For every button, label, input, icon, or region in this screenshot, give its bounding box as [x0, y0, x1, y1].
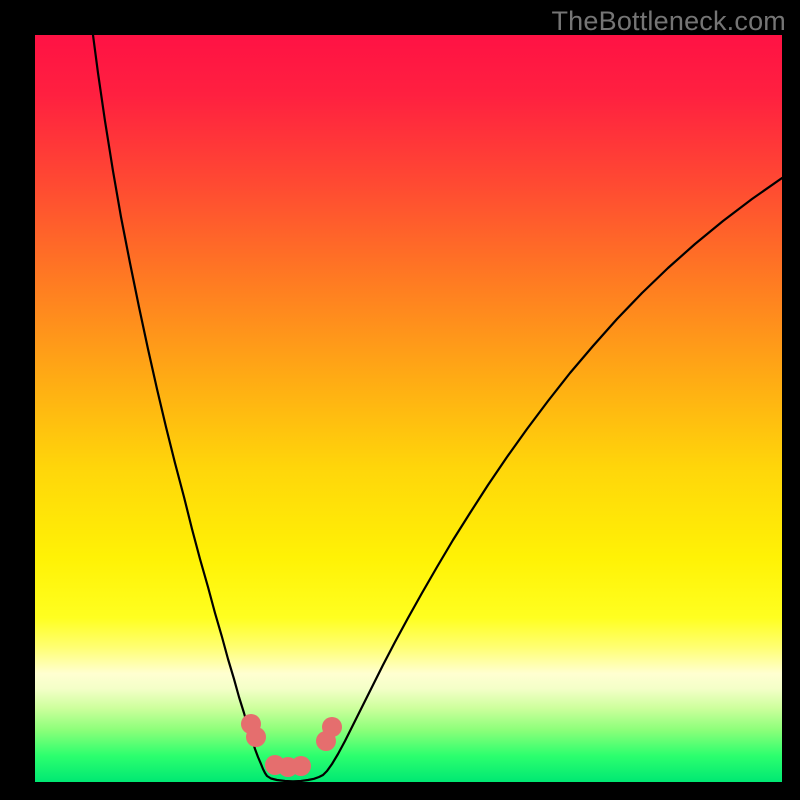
watermark-text: TheBottleneck.com: [551, 6, 786, 37]
marker-layer: [35, 35, 782, 782]
plot-area: [35, 35, 782, 782]
curve-marker: [291, 756, 311, 776]
curve-marker: [322, 717, 342, 737]
curve-marker: [246, 727, 266, 747]
